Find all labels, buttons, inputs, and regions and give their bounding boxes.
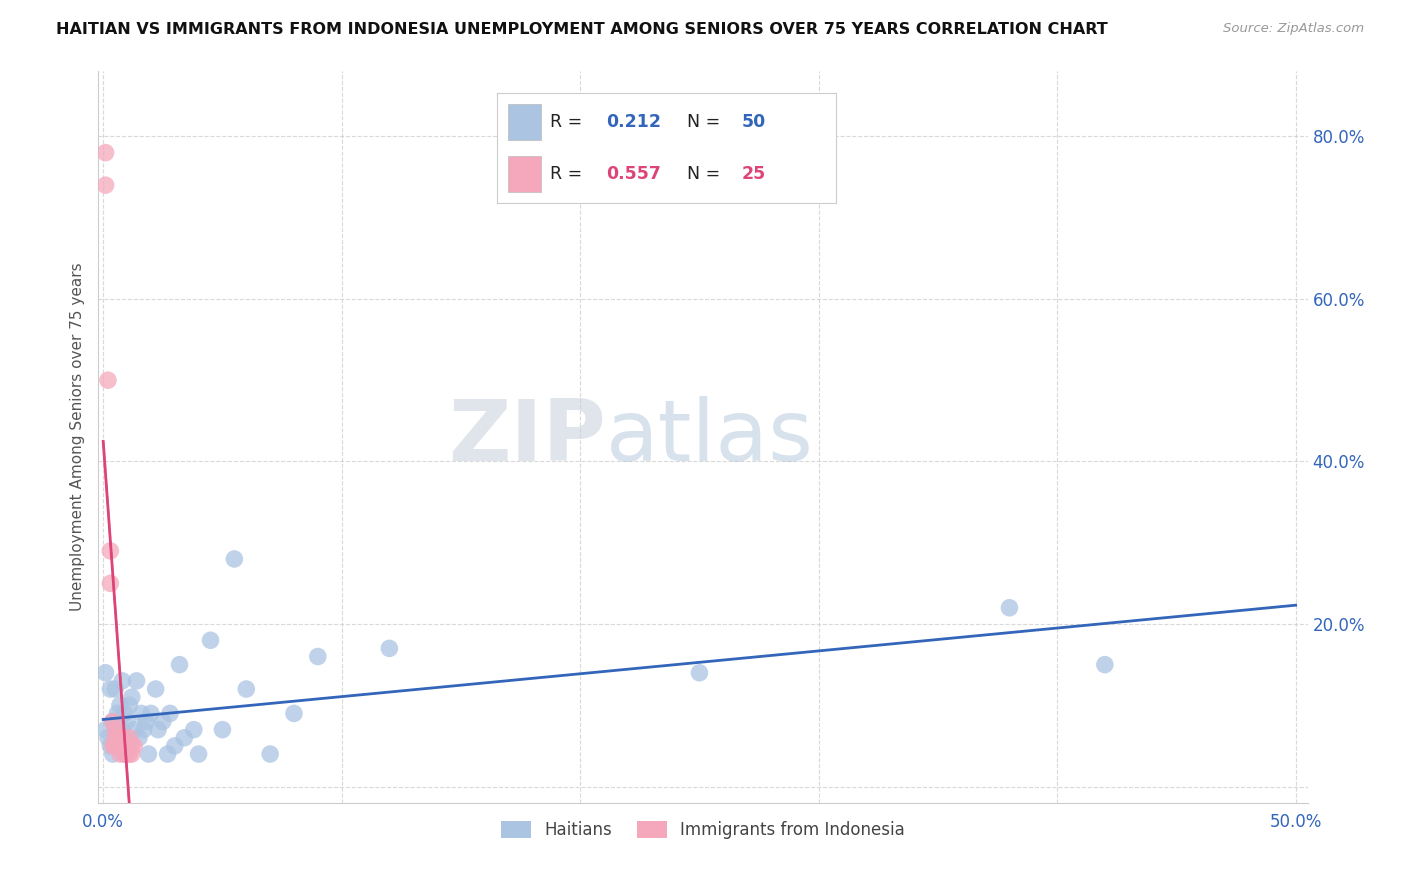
- Point: [104, 739, 127, 753]
- Point: [114, 747, 136, 761]
- Point: [111, 731, 134, 745]
- Point: [108, 747, 131, 761]
- Point: [118, 747, 141, 761]
- Point: [259, 747, 281, 761]
- Point: [125, 673, 148, 688]
- Point: [97, 731, 120, 745]
- Point: [135, 714, 157, 729]
- Point: [187, 747, 209, 761]
- Point: [122, 739, 145, 753]
- Point: [94, 665, 117, 680]
- Point: [104, 731, 127, 745]
- Point: [115, 747, 138, 761]
- Point: [107, 739, 129, 753]
- Point: [169, 657, 191, 672]
- Point: [108, 698, 131, 713]
- Point: [307, 649, 329, 664]
- Point: [131, 706, 153, 721]
- Point: [139, 706, 162, 721]
- Point: [163, 739, 186, 753]
- Point: [111, 673, 134, 688]
- Point: [138, 747, 160, 761]
- Text: ZIP: ZIP: [449, 395, 606, 479]
- Point: [688, 665, 710, 680]
- Point: [101, 714, 124, 729]
- Point: [183, 723, 205, 737]
- Point: [122, 723, 145, 737]
- Point: [107, 731, 129, 745]
- Point: [94, 145, 117, 160]
- Point: [107, 739, 129, 753]
- Point: [173, 731, 195, 745]
- Point: [97, 373, 120, 387]
- Point: [111, 723, 134, 737]
- Legend: Haitians, Immigrants from Indonesia: Haitians, Immigrants from Indonesia: [495, 814, 911, 846]
- Point: [114, 747, 136, 761]
- Point: [101, 747, 124, 761]
- Point: [114, 739, 136, 753]
- Point: [132, 723, 155, 737]
- Point: [94, 723, 117, 737]
- Point: [98, 576, 121, 591]
- Point: [200, 633, 222, 648]
- Point: [118, 731, 141, 745]
- Y-axis label: Unemployment Among Seniors over 75 years: Unemployment Among Seniors over 75 years: [69, 263, 84, 611]
- Point: [101, 739, 124, 753]
- Point: [1094, 657, 1116, 672]
- Point: [98, 681, 121, 696]
- Text: Source: ZipAtlas.com: Source: ZipAtlas.com: [1223, 22, 1364, 36]
- Point: [159, 706, 181, 721]
- Point: [152, 714, 174, 729]
- Point: [104, 723, 127, 737]
- Point: [145, 681, 167, 696]
- Point: [128, 731, 150, 745]
- Point: [107, 706, 129, 721]
- Point: [211, 723, 233, 737]
- Point: [235, 681, 257, 696]
- Point: [118, 698, 141, 713]
- Point: [108, 731, 131, 745]
- Point: [146, 723, 169, 737]
- Text: atlas: atlas: [606, 395, 814, 479]
- Point: [94, 178, 117, 193]
- Point: [98, 739, 121, 753]
- Text: HAITIAN VS IMMIGRANTS FROM INDONESIA UNEMPLOYMENT AMONG SENIORS OVER 75 YEARS CO: HAITIAN VS IMMIGRANTS FROM INDONESIA UNE…: [56, 22, 1108, 37]
- Point: [156, 747, 179, 761]
- Point: [114, 706, 136, 721]
- Point: [108, 731, 131, 745]
- Point: [115, 714, 138, 729]
- Point: [121, 690, 143, 705]
- Point: [104, 723, 127, 737]
- Point: [283, 706, 305, 721]
- Point: [224, 552, 246, 566]
- Point: [378, 641, 401, 656]
- Point: [998, 600, 1021, 615]
- Point: [98, 544, 121, 558]
- Point: [104, 681, 127, 696]
- Point: [115, 739, 138, 753]
- Point: [121, 739, 143, 753]
- Point: [115, 739, 138, 753]
- Point: [111, 739, 134, 753]
- Point: [101, 714, 124, 729]
- Point: [121, 747, 143, 761]
